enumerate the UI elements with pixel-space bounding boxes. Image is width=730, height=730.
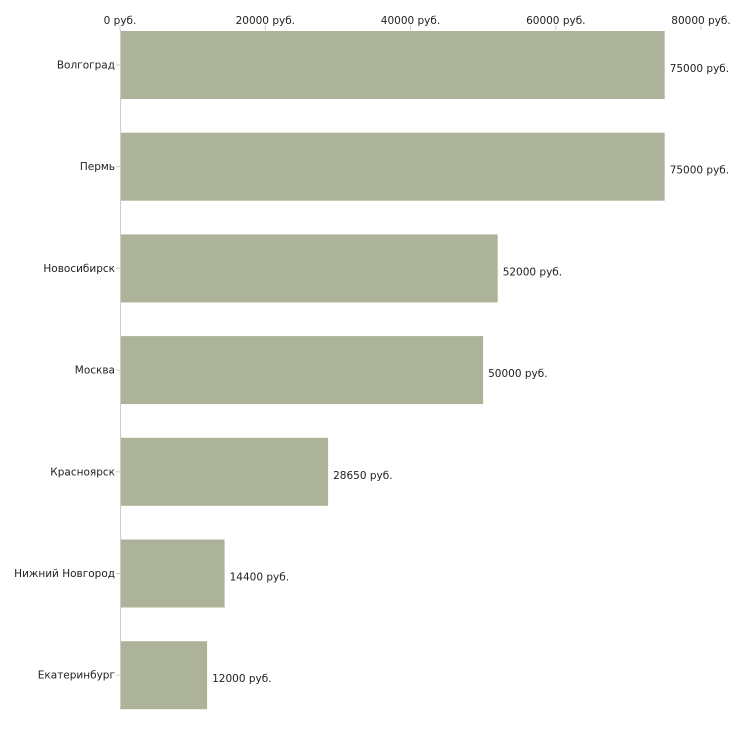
value-label-7: 12000 руб. [212, 673, 271, 685]
axes-group [116, 25, 702, 708]
category-label-7: Екатеринбург [38, 670, 115, 682]
x-tick-label-2: 20000 руб. [236, 15, 295, 27]
x-tick-label-1: 0 руб. [104, 15, 137, 27]
category-label-6: Нижний Новгород [14, 568, 115, 580]
bar-1 [120, 31, 665, 99]
labels-group: Волгоград 75000 руб. Пермь 75000 руб. Новоси… [14, 15, 730, 685]
x-tick-label-4: 60000 руб. [526, 15, 585, 27]
value-label-1: 75000 руб. [670, 63, 729, 75]
x-tick-label-3: 40000 руб. [381, 15, 440, 27]
x-tick-label-5: 80000 руб. [671, 15, 730, 27]
category-label-1: Волгоград [57, 60, 115, 72]
category-label-4: Москва [75, 365, 115, 377]
bar-3 [120, 234, 498, 303]
bar-5 [120, 437, 329, 506]
category-label-5: Красноярск [50, 466, 115, 478]
value-label-4: 50000 руб. [488, 368, 547, 380]
value-label-6: 14400 руб. [230, 572, 289, 584]
bars-group [120, 31, 665, 710]
bar-6 [120, 539, 225, 608]
bar-4 [120, 336, 484, 405]
bar-2 [120, 132, 665, 201]
category-label-3: Новосибирск [43, 263, 115, 275]
category-label-2: Пермь [80, 161, 115, 173]
value-label-5: 28650 руб. [333, 470, 392, 482]
value-label-2: 75000 руб. [670, 165, 729, 177]
bar-7 [120, 641, 208, 710]
value-label-3: 52000 руб. [503, 266, 562, 278]
